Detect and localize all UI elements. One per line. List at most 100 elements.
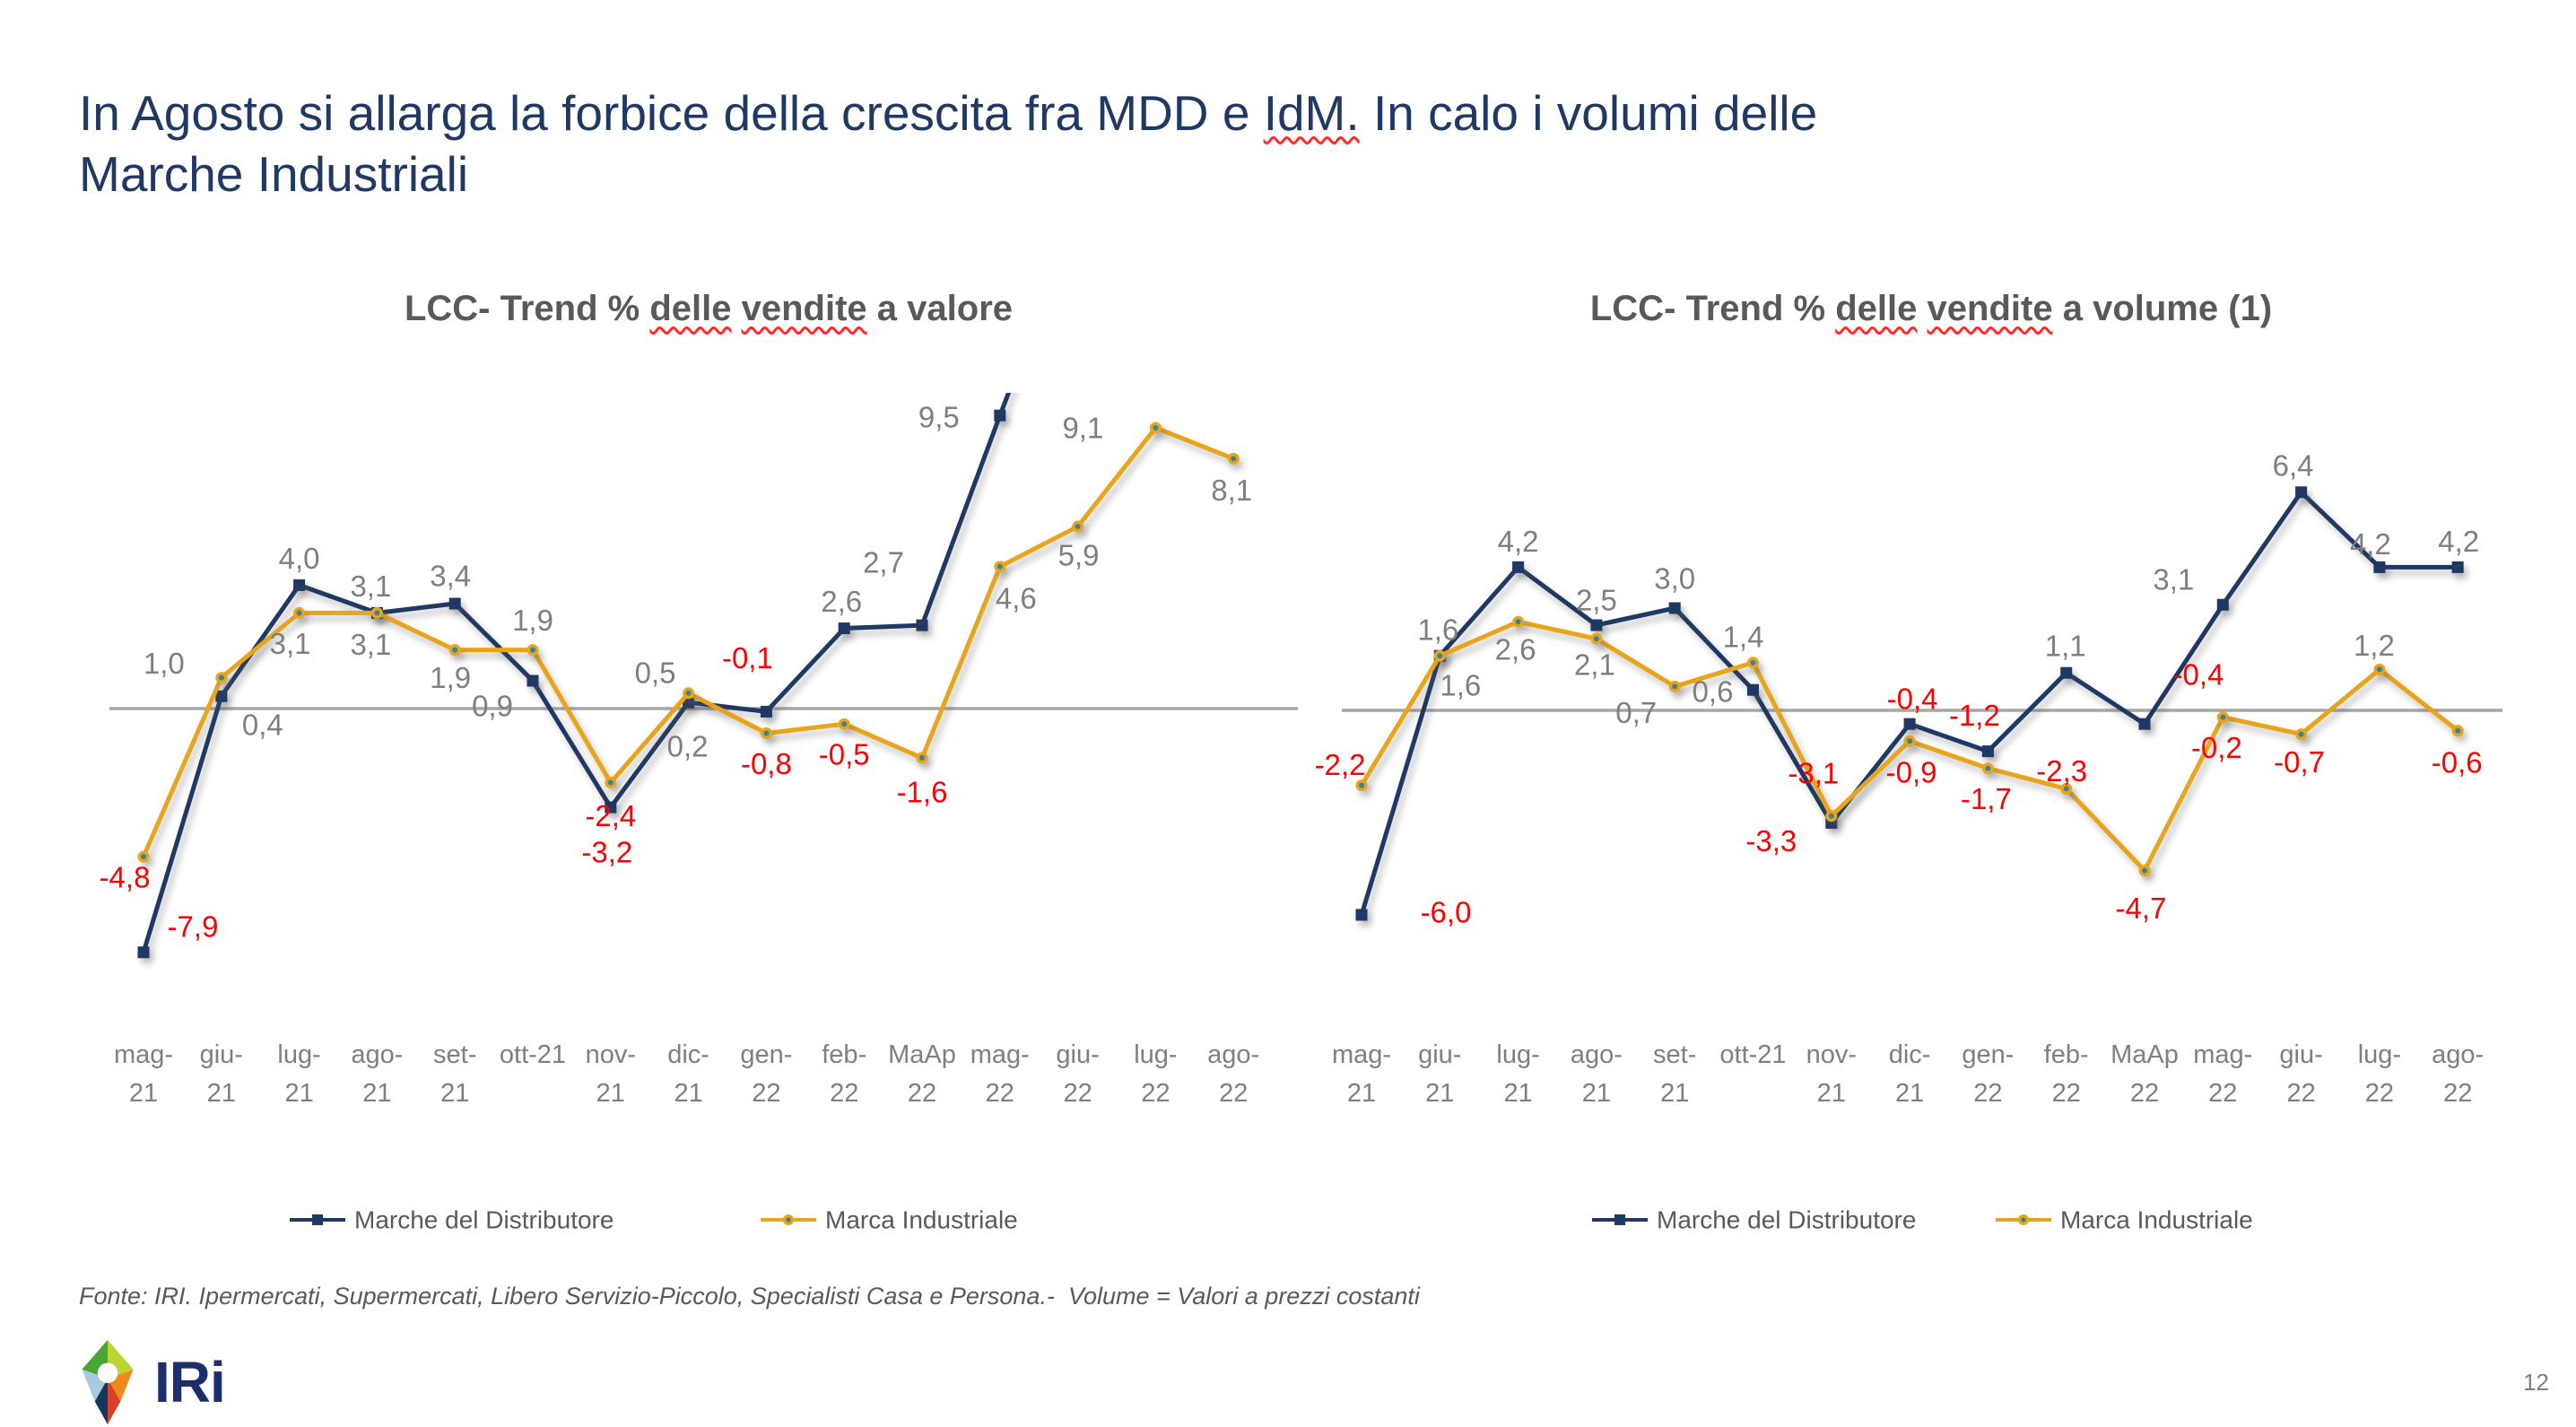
data-point-label: 1,2 — [2354, 629, 2395, 662]
word: In — [1372, 85, 1414, 141]
data-point-label: 3,1 — [350, 628, 391, 661]
data-point-label: 1,6 — [1440, 669, 1481, 702]
data-point-label: 2,1 — [1574, 648, 1615, 682]
data-point-marker-mdd — [2060, 666, 2073, 679]
data-point-label: 4,0 — [279, 542, 320, 575]
data-point-marker-mdd — [1981, 745, 1994, 758]
word: e — [1222, 85, 1250, 141]
x-axis-label: set-21 — [1653, 1040, 1696, 1108]
data-point-label: -0,4 — [2173, 658, 2224, 692]
word: allarga — [347, 85, 496, 141]
data-point-label: 0,7 — [1615, 696, 1657, 729]
word: vendite — [741, 289, 867, 328]
series-markers-idm — [1355, 615, 2464, 877]
data-point-label: -3,3 — [1745, 824, 1797, 857]
data-point-marker-idm-center — [141, 854, 146, 860]
iri-logo-text: IRi — [154, 1350, 226, 1414]
data-point-marker-mdd — [137, 946, 150, 959]
legend-marker-icon-center — [2021, 1217, 2026, 1223]
data-point-marker-mdd — [2373, 561, 2386, 573]
data-point-label: 1,6 — [1417, 613, 1458, 647]
series-markers-mdd — [137, 409, 1006, 959]
data-point-marker-mdd — [1512, 561, 1525, 573]
chart-title-volume: LCC- Trend % delle vendite a volume (1) — [1342, 289, 2520, 329]
data-point-marker-mdd — [1590, 619, 1603, 631]
data-point-marker-idm-center — [996, 563, 1003, 570]
data-point-marker-idm-center — [452, 647, 458, 653]
word: a — [876, 289, 898, 328]
data-point-marker-mdd — [293, 579, 306, 591]
data-point-marker-mdd — [2216, 598, 2229, 611]
data-point-marker-idm-center — [1672, 683, 1678, 690]
data-point-marker-mdd — [1903, 718, 1916, 730]
data-point-marker-mdd — [838, 622, 850, 635]
data-point-label: -2,4 — [585, 799, 636, 832]
data-point-label: 0,2 — [667, 730, 709, 763]
x-axis-label: lug-22 — [1134, 1040, 1177, 1108]
data-point-marker-idm-center — [374, 610, 380, 616]
word: MDD — [1096, 85, 1209, 141]
word: della — [723, 85, 828, 141]
x-axis-label: lug-21 — [1496, 1040, 1539, 1108]
data-point-marker-mdd — [1355, 909, 1368, 921]
word: LCC- — [1589, 289, 1676, 328]
data-point-label: 1,9 — [512, 604, 553, 637]
iri-logo-gem-icon — [82, 1340, 134, 1424]
x-axis-label: ott-21 — [500, 1040, 566, 1069]
data-point-label: -2,3 — [2036, 754, 2087, 787]
x-axis-label: feb-22 — [822, 1040, 866, 1108]
data-point-marker-idm-center — [919, 755, 925, 761]
data-point-marker-mdd — [527, 674, 539, 687]
chart-volume-trend: -6,0 1,6 4,2 2,5 3,0 0,6 -3,3 -0,4 -1,2 1,1 -0,4 3,… — [1315, 448, 2502, 1234]
chart-title-value: LCC- Trend % delle vendite a valore — [108, 289, 1310, 329]
data-point-label: -1,2 — [1949, 699, 2000, 732]
data-point-marker-idm-center — [1593, 636, 1599, 642]
data-point-marker-idm-center — [1985, 765, 1991, 771]
x-axis-label: MaAp 22 — [2110, 1040, 2179, 1108]
word: % — [1793, 289, 1826, 328]
data-point-marker-idm-center — [1907, 738, 1913, 744]
word: Trend — [1685, 289, 1784, 328]
data-point-marker-idm-center — [685, 690, 692, 696]
data-point-marker-idm-center — [1828, 813, 1834, 819]
data-point-marker-idm-center — [218, 674, 224, 681]
page-number: 12 — [2523, 1369, 2549, 1396]
data-point-label: 3,1 — [2153, 563, 2194, 596]
data-point-label: -6,0 — [1421, 896, 1472, 929]
data-point-marker-mdd — [2138, 718, 2151, 730]
legend-label: Marca Industriale — [2060, 1206, 2253, 1234]
data-point-label: -3,1 — [1788, 756, 1839, 789]
legend-label: Marche del Distributore — [354, 1206, 614, 1234]
legend-label: Marca Industriale — [825, 1206, 1018, 1234]
data-point-marker-idm-center — [1515, 619, 1521, 625]
x-axis-label: ago-22 — [2432, 1040, 2484, 1108]
data-point-label: 4,2 — [2438, 525, 2479, 558]
data-point-label: 3,1 — [270, 627, 311, 660]
data-point-label: 3,4 — [430, 560, 471, 593]
data-point-marker-mdd — [2451, 561, 2464, 573]
data-point-label: 0,5 — [635, 656, 676, 689]
x-axis-label: set-21 — [433, 1040, 476, 1108]
data-point-marker-idm-center — [530, 647, 535, 653]
x-axis-label: giu-22 — [1056, 1040, 1099, 1108]
data-point-marker-idm-center — [2142, 867, 2147, 874]
data-point-marker-idm-center — [2298, 731, 2304, 737]
data-point-label: 1,0 — [144, 647, 185, 680]
x-axis-label: giu-21 — [200, 1040, 243, 1108]
data-point-label: 0,4 — [242, 709, 283, 742]
data-point-label: 1,4 — [1723, 620, 1764, 653]
x-axis-label: MaAp 22 — [888, 1040, 956, 1108]
word: In — [79, 85, 120, 141]
legend-marker-icon — [312, 1214, 323, 1225]
legend-item: Marche del Distributore — [290, 1206, 614, 1234]
data-point-label: -0,8 — [741, 747, 792, 780]
data-point-label: 0,9 — [472, 690, 513, 723]
x-axis-label: ago-21 — [351, 1040, 403, 1108]
iri-logo: IRi — [79, 1338, 226, 1426]
data-point-marker-mdd — [2295, 486, 2308, 499]
data-point-label: -4,7 — [2116, 892, 2167, 925]
x-axis-label: feb-22 — [2044, 1040, 2089, 1108]
word: % — [607, 289, 640, 328]
word: LCC- — [404, 289, 491, 328]
word: (1) — [2228, 289, 2273, 328]
